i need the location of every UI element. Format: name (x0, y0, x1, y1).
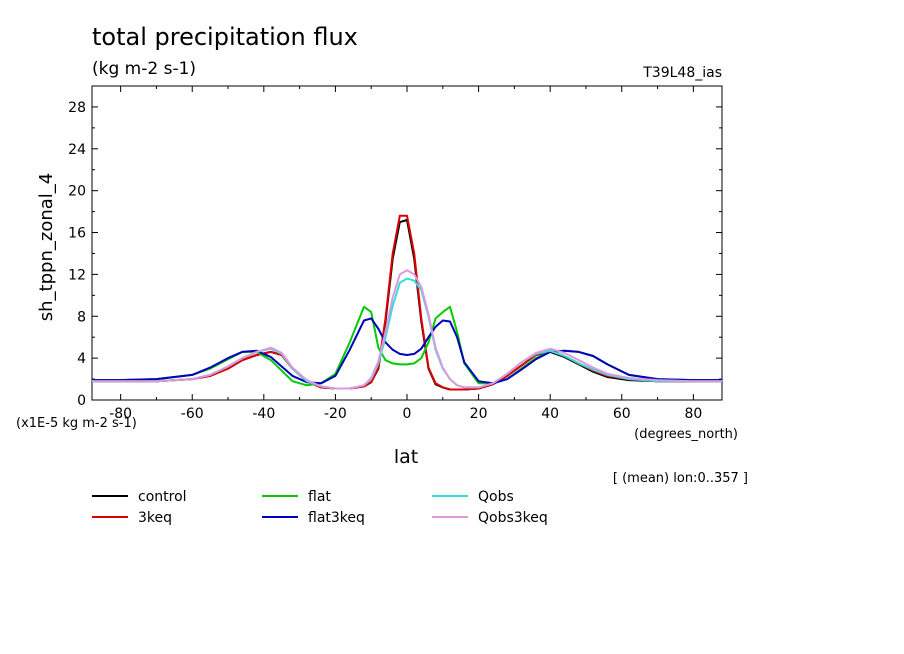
legend-label-3keq: 3keq (138, 510, 172, 526)
x-tick-label: 20 (470, 406, 488, 422)
plot-frame (91, 85, 723, 401)
x-tick-label: -60 (181, 406, 204, 422)
chart-title: total precipitation flux (92, 23, 358, 51)
legend-label-qobs: Qobs (478, 489, 514, 505)
y-tick-label: 4 (77, 351, 86, 367)
legend-label-qobs3keq: Qobs3keq (478, 510, 548, 526)
run-label: T39L48_ias (642, 65, 722, 81)
legend-label-flat: flat (308, 489, 331, 505)
scale-note: (x1E-5 kg m-2 s-1) (16, 416, 137, 431)
lon-note: [ (mean) lon:0..357 ] (613, 471, 748, 486)
plot-area: 0 4 8 12 16 20 24 28 -80 -60 -40 -20 0 20 40 60 80 (68, 85, 723, 422)
x-tick-label: -40 (252, 406, 275, 422)
y-tick-label: 0 (77, 393, 86, 409)
legend-label-control: control (138, 489, 187, 505)
y-axis-label: sh_tppn_zonal_4 (36, 173, 57, 321)
x-tick-label: 0 (403, 406, 412, 422)
legend-label-flat3keq: flat3keq (308, 510, 365, 526)
y-tick-label: 8 (77, 309, 86, 325)
series-line-qobs3keq (92, 269, 722, 390)
legend: control 3keq flat flat3keq Qobs Qobs3keq (92, 489, 548, 526)
x-axis-label: lat (394, 446, 418, 468)
x-units-label: (degrees_north) (634, 427, 738, 442)
series-line-flat3keq (92, 317, 722, 385)
chart-units: (kg m-2 s-1) (92, 59, 196, 79)
series-line-qobs (92, 277, 722, 390)
x-tick-label: 40 (541, 406, 559, 422)
x-tick-label: 60 (613, 406, 631, 422)
x-tick-label: 80 (684, 406, 702, 422)
y-tick-label: 24 (68, 142, 86, 158)
y-tick-label: 16 (68, 226, 86, 242)
x-tick-label: -80 (109, 406, 132, 422)
y-tick-label: 28 (68, 100, 86, 116)
y-tick-label: 20 (68, 184, 86, 200)
x-tick-label: -20 (324, 406, 347, 422)
y-tick-label: 12 (68, 267, 86, 283)
